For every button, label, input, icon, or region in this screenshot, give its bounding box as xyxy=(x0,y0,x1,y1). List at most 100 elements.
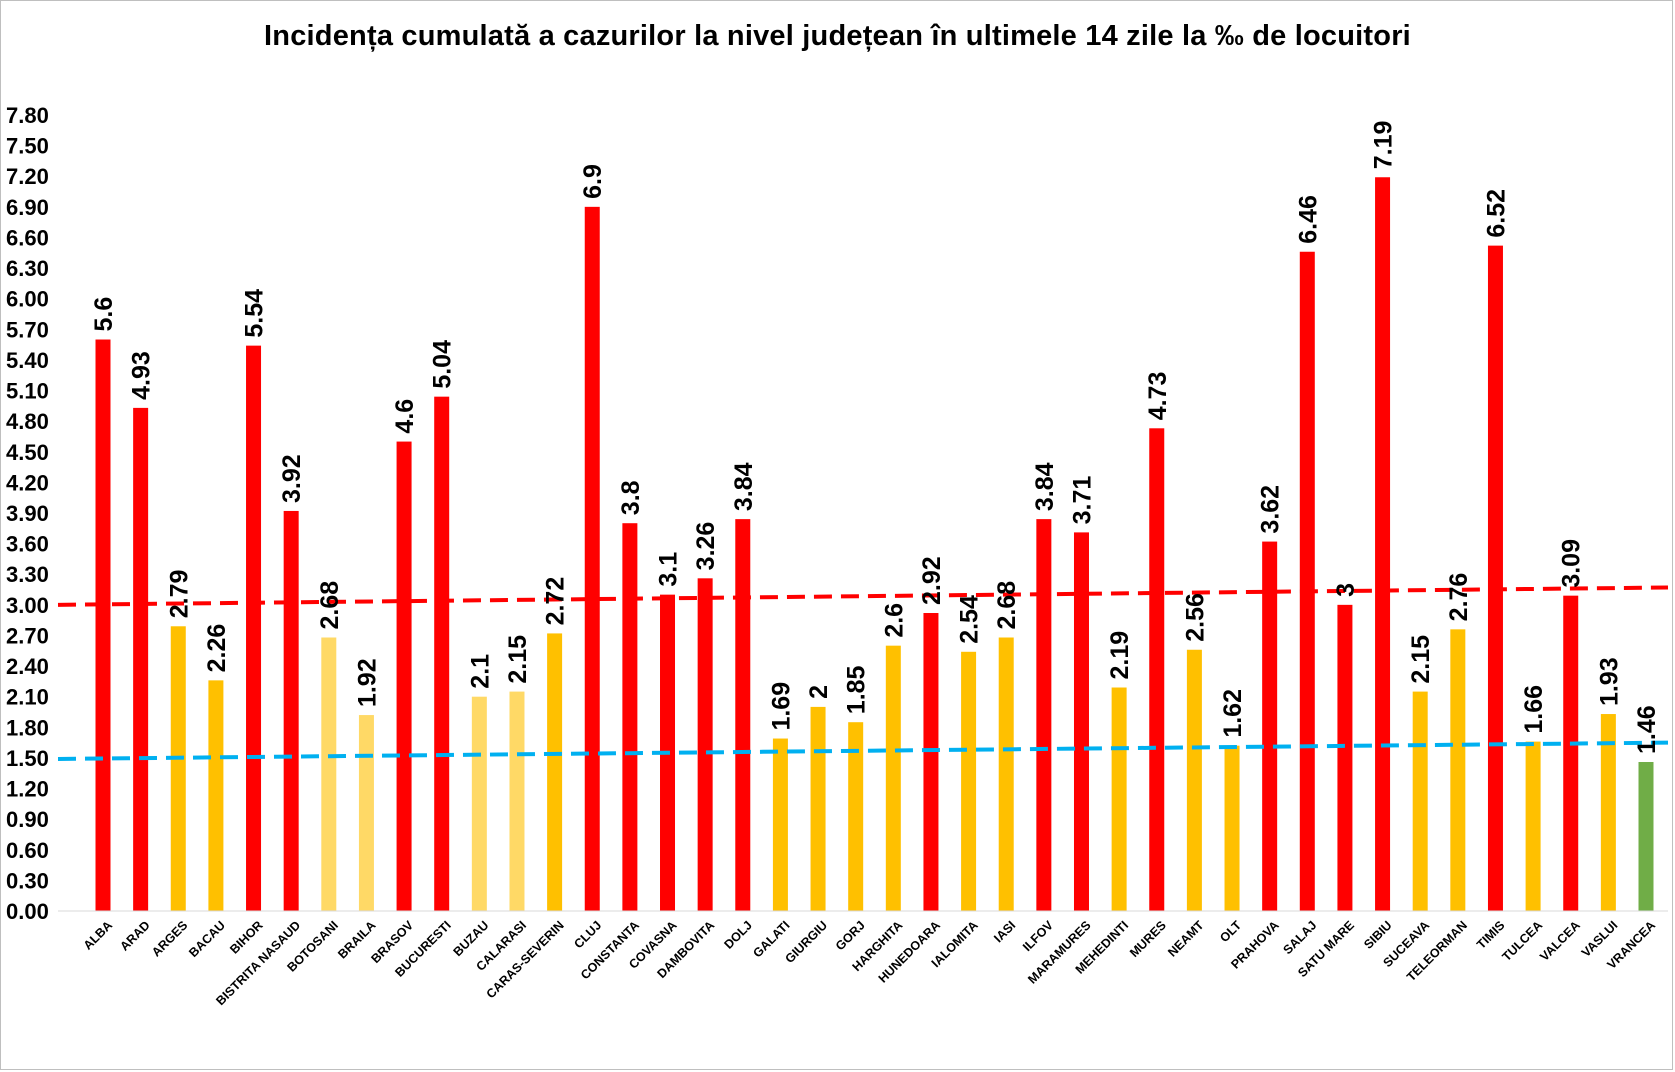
bar xyxy=(95,339,111,911)
data-label: 2.68 xyxy=(316,581,344,630)
bar xyxy=(1337,604,1353,911)
data-label: 3 xyxy=(1332,583,1360,597)
data-label: 3.1 xyxy=(655,552,683,587)
data-label: 6.46 xyxy=(1294,195,1322,244)
bar xyxy=(1450,629,1466,911)
x-tick-label: MURES xyxy=(1127,918,1169,960)
y-tick-label: 2.10 xyxy=(6,685,49,710)
bar xyxy=(1638,762,1654,911)
data-label: 2.15 xyxy=(1407,635,1435,684)
x-tick-label: NEAMT xyxy=(1165,918,1207,960)
x-tick-label: ARGES xyxy=(149,918,190,959)
bar xyxy=(1149,428,1165,911)
bar xyxy=(358,715,374,911)
trend-line xyxy=(57,585,1669,607)
y-tick-label: 6.60 xyxy=(6,225,49,250)
data-label: 3.26 xyxy=(692,522,720,571)
y-tick-label: 5.40 xyxy=(6,348,49,373)
data-label: 5.6 xyxy=(90,297,118,332)
data-label: 5.54 xyxy=(241,289,269,338)
bar xyxy=(547,633,563,911)
y-tick-label: 2.40 xyxy=(6,654,49,679)
data-label: 3.84 xyxy=(1031,462,1059,511)
x-tick-label: GORJ xyxy=(833,918,868,953)
data-labels: 5.6 4.93 2.79 2.26 5.54 3.92 2.68 1.92 4.6 5.04 2.… xyxy=(90,121,1661,754)
y-tick-label: 5.70 xyxy=(6,317,49,342)
bar xyxy=(471,696,487,911)
data-label: 2.26 xyxy=(203,624,231,673)
y-tick-label: 4.20 xyxy=(6,470,49,495)
x-tick-label: BACAU xyxy=(186,918,228,960)
y-tick-label: 4.80 xyxy=(6,409,49,434)
y-tick-label: 7.80 xyxy=(6,103,49,128)
data-label: 3.71 xyxy=(1068,476,1096,525)
x-tick-label: ALBA xyxy=(81,918,115,952)
bar xyxy=(622,523,638,911)
x-tick-label: ARAD xyxy=(117,918,152,953)
bar xyxy=(735,519,751,911)
bar xyxy=(170,626,186,911)
data-label: 4.93 xyxy=(128,351,156,400)
data-label: 2.15 xyxy=(504,635,532,684)
data-label: 4.6 xyxy=(391,399,419,434)
bar xyxy=(1111,687,1127,911)
bar xyxy=(246,345,262,912)
x-tick-label: TIMIS xyxy=(1474,918,1507,951)
bar xyxy=(1600,714,1616,911)
chart-title: Incidența cumulată a cazurilor la nivel … xyxy=(264,20,1411,52)
bar xyxy=(321,637,337,911)
data-label: 3.8 xyxy=(617,480,645,515)
bar xyxy=(1073,532,1089,911)
y-tick-label: 0.90 xyxy=(6,807,49,832)
bar xyxy=(283,510,299,911)
data-label: 2.79 xyxy=(165,570,193,619)
data-label: 2.56 xyxy=(1181,593,1209,642)
bar xyxy=(923,613,939,911)
data-label: 3.84 xyxy=(730,462,758,511)
y-tick-label: 3.90 xyxy=(6,501,49,526)
x-tick-label: DOLJ xyxy=(721,918,755,952)
data-label: 1.93 xyxy=(1595,657,1623,706)
y-tick-label: 1.50 xyxy=(6,746,49,771)
data-label: 1.85 xyxy=(843,665,871,714)
data-label: 2.72 xyxy=(542,577,570,626)
bar xyxy=(584,206,600,911)
data-label: 4.73 xyxy=(1144,372,1172,421)
y-tick-label: 4.50 xyxy=(6,440,49,465)
y-tick-label: 3.30 xyxy=(6,562,49,587)
bar xyxy=(848,722,864,911)
data-label: 2.54 xyxy=(956,595,984,644)
data-label: 6.52 xyxy=(1482,189,1510,238)
data-label: 1.66 xyxy=(1520,685,1548,734)
bar xyxy=(396,441,412,911)
bar xyxy=(1262,541,1278,911)
bar xyxy=(434,396,450,912)
y-tick-label: 5.10 xyxy=(6,379,49,404)
y-tick-label: 0.30 xyxy=(6,868,49,893)
bar xyxy=(1412,691,1428,911)
y-tick-label: 6.90 xyxy=(6,195,49,220)
x-tick-label: OLT xyxy=(1217,918,1244,945)
x-tick-label: IASI xyxy=(991,918,1018,945)
data-label: 2.76 xyxy=(1445,573,1473,622)
data-label: 2.1 xyxy=(466,654,494,689)
bar xyxy=(133,407,149,911)
x-tick-label: TULCEA xyxy=(1499,918,1545,964)
bar xyxy=(1563,595,1579,911)
y-tick-label: 0.00 xyxy=(6,899,49,924)
data-label: 1.69 xyxy=(767,682,795,731)
data-label: 1.62 xyxy=(1219,689,1247,738)
data-label: 1.46 xyxy=(1633,705,1661,754)
data-label: 5.04 xyxy=(429,340,457,389)
y-tick-label: 0.60 xyxy=(6,838,49,863)
bars xyxy=(58,177,1668,912)
data-label: 6.9 xyxy=(579,164,607,199)
x-tick-label: VALCEA xyxy=(1537,918,1583,964)
data-label: 2.68 xyxy=(993,581,1021,630)
bar xyxy=(697,578,713,911)
y-tick-label: 2.70 xyxy=(6,623,49,648)
bar xyxy=(772,738,788,911)
x-tick-label: ILFOV xyxy=(1020,918,1056,954)
